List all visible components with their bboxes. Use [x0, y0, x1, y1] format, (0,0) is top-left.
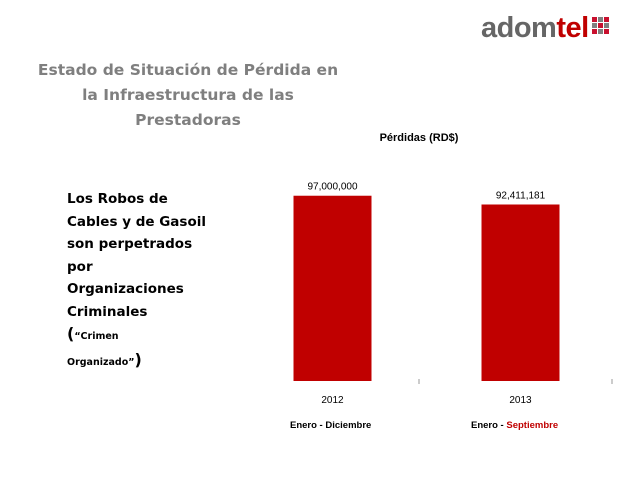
- side-small-2: Organizado”: [67, 356, 135, 368]
- side-line-3: son perpetrados: [67, 236, 193, 252]
- logo-grid-square: [603, 29, 609, 34]
- data-label-2012: 97,000,000: [307, 182, 357, 193]
- side-line-4: por: [67, 258, 93, 275]
- data-label-2013: 92,411,181: [496, 190, 546, 201]
- title-line-3: Prestadoras: [135, 111, 241, 129]
- period-label-right: Enero - Septiembre: [471, 420, 558, 431]
- paren-open: (: [67, 324, 75, 343]
- logo-grid-square: [591, 23, 597, 28]
- logo-grid-square: [591, 29, 597, 34]
- side-line-2: Cables y de Gasoil: [67, 213, 206, 230]
- logo-grid-square: [597, 17, 603, 22]
- logo-grid-square: [603, 17, 609, 22]
- page-title: Estado de Situación de Pérdida en la Inf…: [30, 58, 346, 133]
- logo-grid-square: [591, 17, 597, 22]
- chart-title: Pérdidas (RD$): [380, 132, 459, 144]
- paren-close: ): [134, 349, 142, 369]
- category-label-2012: 2012: [321, 395, 344, 406]
- side-line-8: Organizado”): [67, 349, 217, 375]
- logo-text-tel: tel: [556, 12, 589, 44]
- title-line-1: Estado de Situación de Pérdida en: [37, 61, 339, 79]
- bar-2013: [481, 204, 560, 381]
- period-label-right-prefix: Enero -: [471, 420, 507, 431]
- period-label-left: Enero - Diciembre: [290, 420, 372, 431]
- category-label-2013: 2013: [509, 395, 532, 406]
- logo-grid-square: [597, 29, 603, 34]
- title-line-2: la Infraestructura de las: [82, 86, 294, 104]
- period-label-right-highlight: Septiembre: [506, 420, 559, 431]
- logo-text-adom: adom: [481, 12, 557, 44]
- bars-layer: 97,000,000 2012 92,411,181 2013: [293, 182, 613, 406]
- side-line-7: (“Crimen: [67, 323, 217, 349]
- side-line-1: Los Robos de: [67, 191, 168, 207]
- side-line-5: Organizaciones: [67, 281, 184, 297]
- company-logo: adomtel: [481, 8, 609, 48]
- side-small-1: “Crimen: [74, 331, 119, 342]
- bar-2012: [293, 195, 372, 381]
- logo-grid-square: [597, 23, 603, 28]
- side-statement: Los Robos de Cables y de Gasoil son perp…: [67, 188, 217, 374]
- logo-grid-icon: [591, 17, 609, 34]
- logo-grid-square: [603, 23, 609, 28]
- side-line-6: Criminales: [67, 303, 148, 320]
- logo-wordmark: adomtel: [481, 8, 589, 48]
